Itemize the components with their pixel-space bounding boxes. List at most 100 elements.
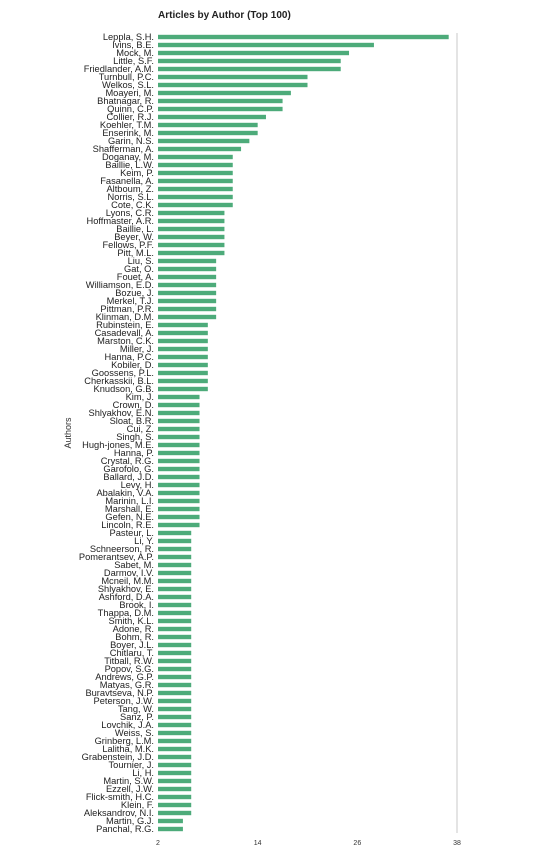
bar xyxy=(158,266,217,272)
bar xyxy=(158,682,192,688)
category-label: Hoffmaster, A.R. xyxy=(86,216,154,226)
category-label: Hanna, P. xyxy=(114,448,154,458)
bar xyxy=(158,546,192,552)
bar xyxy=(158,130,258,136)
bar xyxy=(158,570,192,576)
category-label: Boyer, J.L. xyxy=(110,640,154,650)
bar xyxy=(158,778,192,784)
category-label: Lincoln, R.E. xyxy=(101,520,154,530)
bar xyxy=(158,394,200,400)
bar xyxy=(158,202,233,208)
bar xyxy=(158,50,350,56)
bar xyxy=(158,114,266,120)
category-label: Fellows, P.F. xyxy=(103,240,155,250)
category-label: Merkel, T.J. xyxy=(107,296,154,306)
category-label: Cote, C.K. xyxy=(111,200,154,210)
category-label: Smith, K.L. xyxy=(109,616,154,626)
category-label: Baillie, L. xyxy=(116,224,154,234)
bar xyxy=(158,522,200,528)
category-labels-group: Leppla, S.H.Ivins, B.E.Mock, M.Little, S… xyxy=(79,32,154,834)
category-label: Tang, W. xyxy=(118,704,154,714)
bar xyxy=(158,626,192,632)
bar xyxy=(158,170,233,176)
bar xyxy=(158,466,200,472)
category-label: Crystal, R.G. xyxy=(101,456,154,466)
category-label: Li, H. xyxy=(132,768,154,778)
bar xyxy=(158,538,192,544)
category-label: Pasteur, L. xyxy=(110,528,154,538)
bar xyxy=(158,594,192,600)
category-label: Liu, S. xyxy=(128,256,154,266)
bar xyxy=(158,674,192,680)
bar xyxy=(158,434,200,440)
bar xyxy=(158,722,192,728)
category-label: Weiss, S. xyxy=(115,728,154,738)
category-label: Little, S.F. xyxy=(113,56,154,66)
category-label: Klinman, D.M. xyxy=(96,312,154,322)
bar xyxy=(158,154,233,160)
bar xyxy=(158,298,217,304)
bar xyxy=(158,178,233,184)
category-label: Chitlaru, T. xyxy=(110,648,154,658)
bar xyxy=(158,322,208,328)
category-label: Ezzell, J.W. xyxy=(106,784,154,794)
bar xyxy=(158,634,192,640)
category-label: Mcneil, M.M. xyxy=(101,576,154,586)
category-label: Andrews, G.P. xyxy=(95,672,154,682)
category-label: Singh, S. xyxy=(116,432,154,442)
bar xyxy=(158,90,291,96)
bar xyxy=(158,106,283,112)
category-label: Norris, S.L. xyxy=(108,192,155,202)
bar xyxy=(158,474,200,480)
bar xyxy=(158,690,192,696)
category-label: Altboum, Z. xyxy=(106,184,154,194)
category-label: Bhatnagar, R. xyxy=(97,96,154,106)
category-label: Sabet, M. xyxy=(114,560,154,570)
category-label: Grabenstein, J.D. xyxy=(82,752,154,762)
bar xyxy=(158,610,192,616)
bar xyxy=(158,746,192,752)
category-label: Fasanella, A. xyxy=(100,176,154,186)
category-label: Schneerson, R. xyxy=(90,544,154,554)
bar xyxy=(158,234,225,240)
category-label: Fouet, A. xyxy=(117,272,154,282)
bar xyxy=(158,282,217,288)
bar xyxy=(158,410,200,416)
bar xyxy=(158,314,217,320)
category-label: Garofolo, G. xyxy=(103,464,154,474)
bar xyxy=(158,218,225,224)
category-label: Martin, S.W. xyxy=(103,776,154,786)
category-label: Buravtseva, N.P. xyxy=(85,688,154,698)
category-label: Kim, J. xyxy=(126,392,154,402)
bars-group xyxy=(158,34,449,832)
category-label: Pittman, P.R. xyxy=(100,304,154,314)
x-tick-labels-group: 2 14 26 38 xyxy=(156,840,461,847)
category-label: Ballard, J.D. xyxy=(103,472,154,482)
category-label: Kobiler, D. xyxy=(111,360,154,370)
category-label: Popov, S.G. xyxy=(105,664,154,674)
bar xyxy=(158,242,225,248)
category-label: Welkos, S.L. xyxy=(102,80,154,90)
bar xyxy=(158,42,374,48)
category-label: Aleksandrov, N.I. xyxy=(84,808,154,818)
bar xyxy=(158,450,200,456)
bar xyxy=(158,666,192,672)
category-label: Klein, F. xyxy=(121,800,154,810)
bar xyxy=(158,122,258,128)
category-label: Ashford, D.A. xyxy=(99,592,154,602)
category-label: Cui, Z. xyxy=(127,424,154,434)
category-label: Marshall, E. xyxy=(105,504,154,514)
category-label: Quinn, C.P. xyxy=(107,104,154,114)
bar xyxy=(158,74,308,80)
bar xyxy=(158,642,192,648)
category-label: Brook, I. xyxy=(119,600,154,610)
category-label: Doganay, M. xyxy=(102,152,154,162)
category-label: Marinin, L.I. xyxy=(105,496,154,506)
category-label: Crown, D. xyxy=(113,400,154,410)
bar xyxy=(158,58,341,64)
bar xyxy=(158,818,183,824)
category-label: Casadevall, A. xyxy=(95,328,154,338)
bar xyxy=(158,186,233,192)
category-label: Titball, R.W. xyxy=(104,656,154,666)
